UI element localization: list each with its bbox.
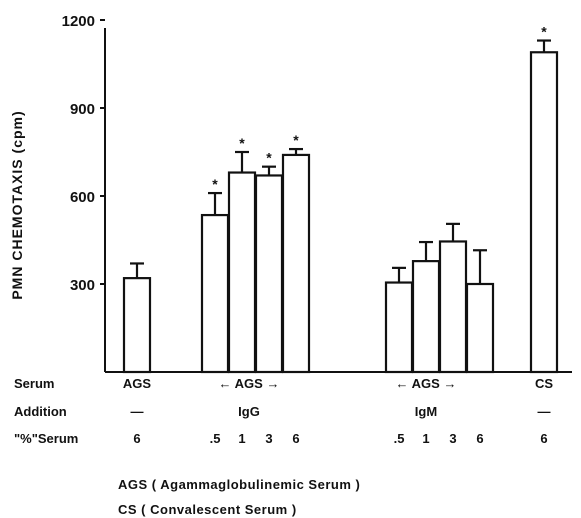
y-axis-label: PMN CHEMOTAXIS (cpm) (9, 110, 25, 299)
row-label-serum: Serum (14, 376, 54, 391)
pct-serum-label: 6 (133, 431, 140, 446)
pct-serum-label: 3 (265, 431, 272, 446)
row-label-pct-serum: "%"Serum (14, 431, 78, 446)
group-addition-label: — (131, 404, 144, 419)
group-serum-label: AGS (123, 376, 152, 391)
significance-marker: * (293, 132, 299, 148)
pct-serum-label: 3 (449, 431, 456, 446)
significance-marker: * (266, 150, 272, 166)
significance-marker: * (541, 24, 547, 40)
pct-serum-label: 6 (476, 431, 483, 446)
group-addition-label: IgM (415, 404, 437, 419)
pct-serum-label: 6 (292, 431, 299, 446)
bar (384, 281, 414, 374)
row-label-addition: Addition (14, 404, 67, 419)
group-serum-label: ← AGS → (396, 376, 457, 391)
bar (281, 153, 311, 374)
y-tick-label: 900 (70, 101, 95, 118)
pct-serum-label: 6 (540, 431, 547, 446)
group-serum-label: ← AGS → (219, 376, 280, 391)
group-serum-label: CS (535, 376, 553, 391)
axes: 300 600 900 1200 (62, 13, 572, 373)
bar (529, 51, 559, 374)
significance-marker: * (212, 176, 218, 192)
pct-serum-label: .5 (210, 431, 221, 446)
legend-note-ags: AGS ( Agammaglobulinemic Serum ) (118, 477, 360, 492)
y-tick-label: 600 (70, 189, 95, 206)
bar (122, 277, 152, 374)
y-tick-label: 1200 (62, 13, 95, 30)
group-addition-label: IgG (238, 404, 260, 419)
bars: * * * * * (122, 24, 559, 374)
y-tick-label: 300 (70, 277, 95, 294)
legend-note-cs: CS ( Convalescent Serum ) (118, 502, 297, 517)
significance-marker: * (239, 135, 245, 151)
bar (227, 171, 257, 374)
bar (465, 282, 495, 374)
bar (254, 174, 284, 374)
bar (411, 260, 441, 374)
pct-serum-label: .5 (394, 431, 405, 446)
pct-serum-label: 1 (238, 431, 245, 446)
pct-serum-label: 1 (422, 431, 429, 446)
group-addition-label: — (538, 404, 551, 419)
category-labels: 6 .5 1 3 6 .5 1 3 6 6 Serum Addition "%"Serum AGS — ← A… (14, 376, 553, 446)
bar (200, 213, 230, 374)
bar (438, 240, 468, 374)
